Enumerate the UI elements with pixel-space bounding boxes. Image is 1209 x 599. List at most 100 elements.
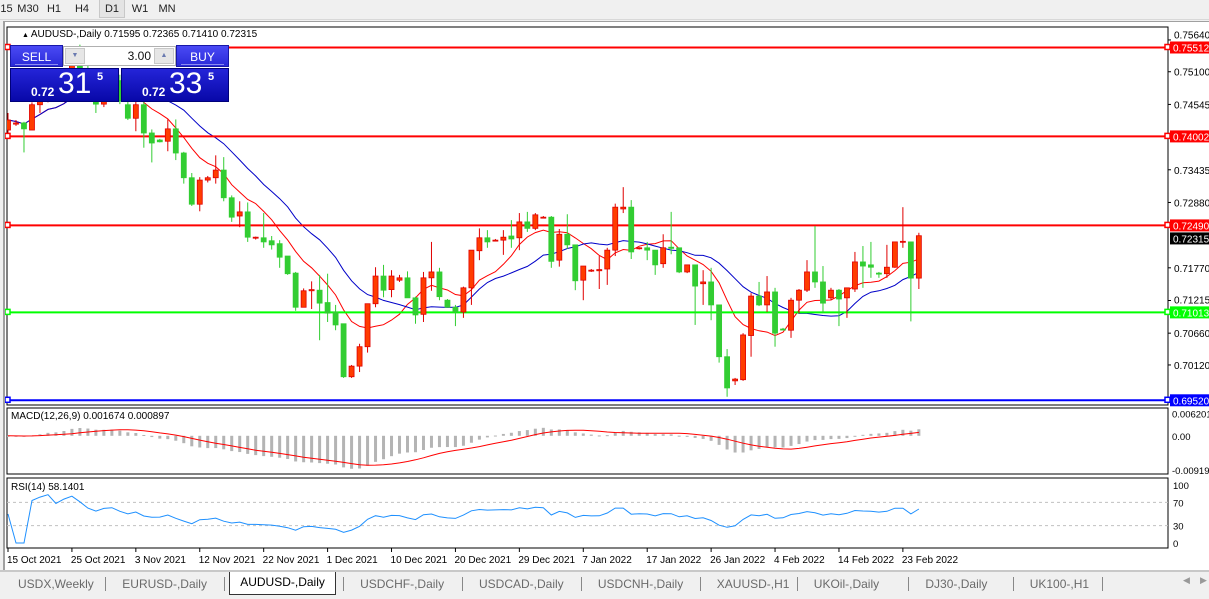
candle-body [7, 119, 11, 131]
sell-price[interactable]: 0.72 31 5 [10, 67, 119, 102]
scroll-left-icon[interactable]: ◀ [1183, 575, 1190, 585]
line-handle-right[interactable] [1164, 43, 1171, 51]
price-tick-label: 0.73435 [1174, 166, 1209, 177]
macd-histogram-bar [270, 435, 274, 457]
timeframe-w1[interactable]: W1 [131, 3, 149, 15]
tab-usdchf-daily[interactable]: USDCHF-,Daily [360, 577, 445, 591]
macd-histogram-bar [597, 435, 601, 437]
candle-body [668, 246, 675, 249]
chart-canvas[interactable]: ▲ AUDUSD-,Daily 0.71595 0.72365 0.71410 … [5, 22, 1209, 570]
volume-stepper[interactable]: ▼ 3.00 ▲ [63, 46, 176, 66]
candle [676, 247, 683, 274]
tab-audusd-daily[interactable]: AUDUSD-,Daily [229, 572, 336, 595]
scroll-right-icon[interactable]: ▶ [1200, 575, 1207, 585]
candle-body [836, 289, 842, 300]
candle [915, 232, 922, 290]
sell-price-sup: 5 [97, 71, 104, 83]
tab-xauusd-h1[interactable]: XAUUSD-,H1 [716, 577, 790, 591]
candle [588, 268, 595, 272]
candle [860, 246, 866, 288]
candle [812, 226, 818, 288]
tab-usdcad-daily[interactable]: USDCAD-,Daily [479, 577, 564, 591]
candle-body [404, 277, 411, 299]
candle [772, 287, 778, 347]
date-label: 14 Feb 2022 [838, 555, 895, 566]
candle [140, 101, 147, 148]
line-handle-right[interactable] [1164, 132, 1171, 140]
candle-body [540, 216, 547, 219]
tab-separator [343, 577, 345, 591]
macd-histogram-bar [821, 435, 825, 440]
line-handle-left[interactable] [5, 396, 11, 404]
volume-down-icon[interactable]: ▼ [65, 48, 85, 64]
macd-histogram-bar [893, 431, 897, 436]
tab-eurusd-daily[interactable]: EURUSD-,Daily [122, 577, 207, 591]
rsi-label: RSI(14) 58.1401 [11, 482, 85, 493]
macd-histogram-bar [661, 434, 665, 436]
candle [660, 234, 667, 268]
candle [899, 207, 906, 248]
candle-body [340, 323, 347, 378]
tab-uk100-h1[interactable]: UK100-,H1 [1029, 577, 1090, 591]
candle-body [172, 128, 179, 154]
macd-histogram-bar [525, 430, 529, 436]
one-click-trading-panel: SELL ▼ 3.00 ▲ BUY 0.72 31 5 0.72 33 5 [10, 45, 229, 103]
line-handle-left[interactable] [5, 308, 11, 316]
candle-body [500, 236, 507, 241]
tab-ukoil-daily[interactable]: UKOil-,Daily [813, 577, 880, 591]
macd-histogram-bar [877, 433, 881, 436]
line-handle-left[interactable] [5, 221, 11, 229]
timeframe-mn[interactable]: MN [158, 3, 176, 15]
volume-input[interactable]: 3.00 [127, 49, 151, 63]
candle-body [124, 104, 131, 119]
price-tick-label: 0.70120 [1174, 361, 1209, 372]
candle [644, 241, 651, 261]
timeframe-h4[interactable]: H4 [74, 3, 90, 15]
tab-separator [462, 577, 463, 591]
tab-usdcnh-daily[interactable]: USDCNH-,Daily [597, 577, 684, 591]
macd-histogram-bar [54, 432, 58, 436]
sell-button[interactable]: SELL [10, 45, 63, 67]
candle [852, 251, 858, 292]
timeframe-15[interactable]: 15 [0, 3, 13, 15]
candle-body [188, 177, 195, 205]
line-handle-right[interactable] [1164, 221, 1171, 229]
line-handle-left[interactable] [5, 132, 11, 140]
macd-histogram-bar [190, 435, 194, 447]
timeframe-h1[interactable]: H1 [46, 3, 62, 15]
candle-body [636, 247, 643, 250]
price-tick-label: 0.74545 [1174, 100, 1209, 111]
candle-body [700, 281, 707, 285]
candle-body [428, 271, 435, 279]
candle [828, 287, 834, 301]
tab-separator [105, 577, 107, 591]
buy-button[interactable]: BUY [176, 45, 229, 67]
tab-dj30-daily[interactable]: DJ30-,Daily [925, 577, 988, 591]
macd-histogram-bar [421, 435, 425, 450]
macd-histogram-bar [166, 435, 170, 440]
candle-body [868, 264, 874, 268]
chart-window[interactable]: ▲ AUDUSD-,Daily 0.71595 0.72365 0.71410 … [3, 21, 1209, 570]
price-tick-label: 0.75640 [1174, 30, 1209, 41]
candle [204, 175, 211, 183]
macd-histogram-bar [845, 435, 849, 439]
volume-up-icon[interactable]: ▲ [154, 48, 174, 64]
line-handle-right[interactable] [1164, 396, 1171, 404]
triangle-up-icon[interactable]: ▲ [22, 32, 31, 39]
timeframe-d1[interactable]: D1 [99, 0, 125, 18]
candle [388, 270, 395, 298]
date-label: 20 Dec 2021 [454, 555, 511, 566]
candle [596, 256, 603, 290]
candle [332, 304, 339, 331]
candle [420, 271, 427, 322]
macd-histogram-bar [837, 435, 841, 439]
buy-price[interactable]: 0.72 33 5 [121, 67, 229, 102]
line-handle-right[interactable] [1164, 308, 1171, 316]
candle-body [204, 177, 211, 181]
timeframe-m30[interactable]: M30 [17, 3, 39, 15]
macd-histogram-bar [565, 430, 569, 436]
candle [540, 216, 547, 219]
tab-usdx-weekly[interactable]: USDX,Weekly [18, 577, 94, 591]
macd-histogram-bar [573, 432, 577, 436]
macd-histogram-bar [374, 435, 378, 462]
